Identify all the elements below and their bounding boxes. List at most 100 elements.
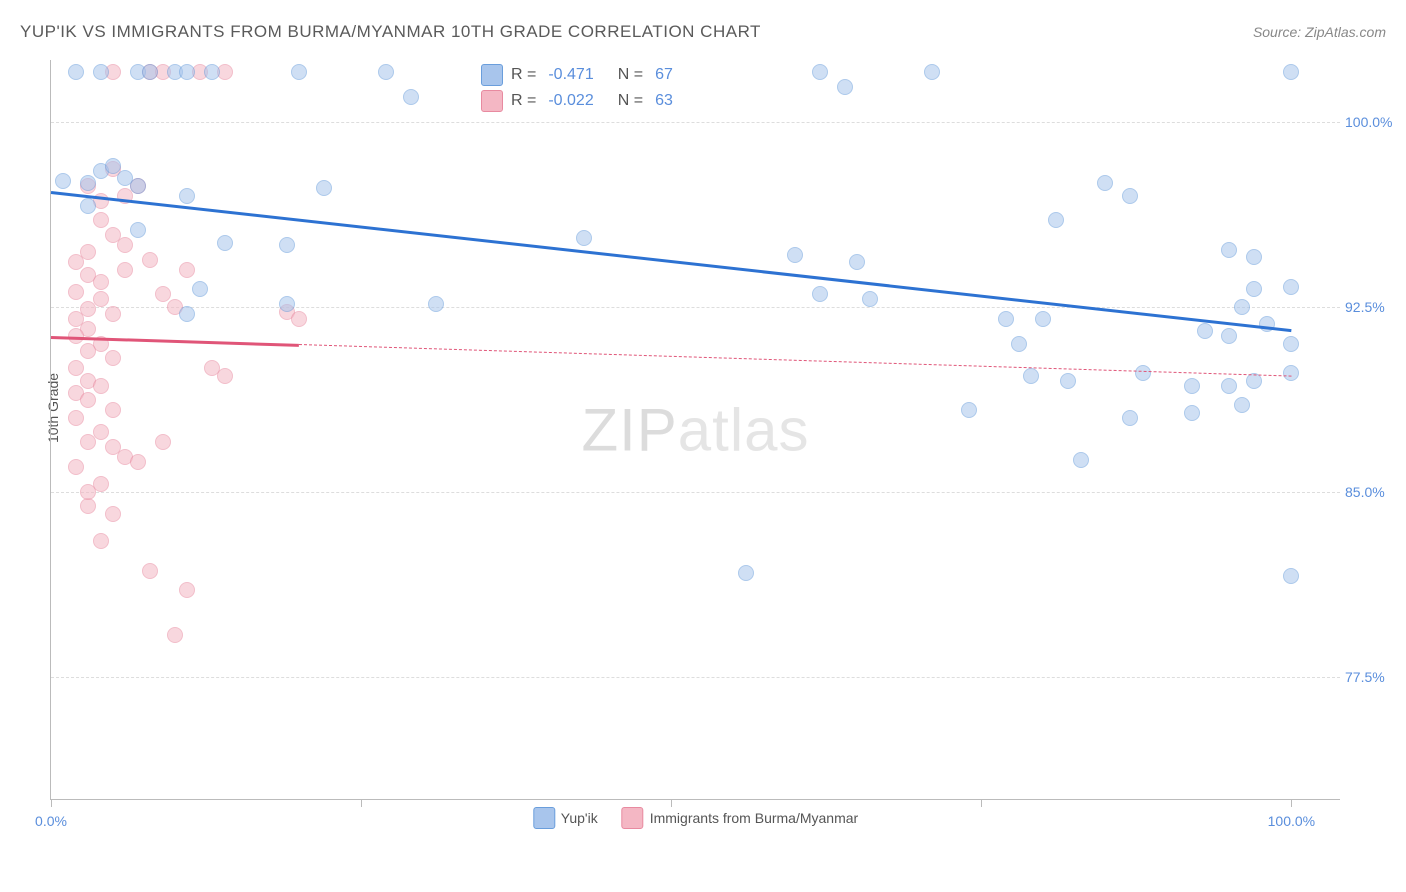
point-series-a — [403, 89, 419, 105]
point-series-a — [1234, 397, 1250, 413]
x-tick — [51, 799, 52, 807]
stats-row-series-b: R =-0.022 N =63 — [481, 90, 689, 112]
x-tick-label: 100.0% — [1268, 813, 1315, 829]
watermark: ZIPatlas — [581, 395, 809, 464]
point-series-a — [1234, 299, 1250, 315]
legend-item-series-a: Yup'ik — [533, 807, 598, 829]
point-series-a — [1283, 568, 1299, 584]
point-series-a — [1283, 365, 1299, 381]
legend-label-a: Yup'ik — [561, 810, 598, 826]
swatch-series-a — [533, 807, 555, 829]
point-series-b — [68, 360, 84, 376]
point-series-b — [93, 533, 109, 549]
point-series-b — [167, 627, 183, 643]
point-series-a — [217, 235, 233, 251]
point-series-a — [55, 173, 71, 189]
point-series-a — [787, 247, 803, 263]
point-series-b — [105, 306, 121, 322]
point-series-a — [1122, 188, 1138, 204]
point-series-a — [837, 79, 853, 95]
point-series-a — [130, 222, 146, 238]
chart-title: YUP'IK VS IMMIGRANTS FROM BURMA/MYANMAR … — [20, 22, 761, 42]
gridline — [51, 677, 1340, 678]
point-series-a — [105, 158, 121, 174]
point-series-a — [279, 296, 295, 312]
gridline — [51, 307, 1340, 308]
point-series-a — [279, 237, 295, 253]
point-series-b — [93, 378, 109, 394]
point-series-a — [738, 565, 754, 581]
y-tick-label: 92.5% — [1345, 299, 1400, 315]
x-tick — [981, 799, 982, 807]
point-series-b — [80, 498, 96, 514]
point-series-a — [179, 64, 195, 80]
point-series-a — [1283, 64, 1299, 80]
point-series-a — [179, 188, 195, 204]
legend-item-series-b: Immigrants from Burma/Myanmar — [622, 807, 858, 829]
point-series-a — [1221, 378, 1237, 394]
swatch-series-a — [481, 64, 503, 86]
point-series-a — [1011, 336, 1027, 352]
point-series-a — [428, 296, 444, 312]
point-series-b — [68, 459, 84, 475]
point-series-a — [1246, 281, 1262, 297]
point-series-a — [1283, 336, 1299, 352]
point-series-a — [1184, 378, 1200, 394]
swatch-series-b — [481, 90, 503, 112]
point-series-a — [576, 230, 592, 246]
x-tick — [361, 799, 362, 807]
point-series-a — [80, 175, 96, 191]
point-series-a — [998, 311, 1014, 327]
point-series-b — [93, 212, 109, 228]
point-series-a — [1221, 242, 1237, 258]
point-series-a — [378, 64, 394, 80]
point-series-a — [812, 64, 828, 80]
point-series-a — [1097, 175, 1113, 191]
point-series-a — [1122, 410, 1138, 426]
point-series-b — [179, 262, 195, 278]
point-series-a — [68, 64, 84, 80]
point-series-b — [130, 454, 146, 470]
gridline — [51, 492, 1340, 493]
point-series-b — [80, 343, 96, 359]
point-series-b — [117, 237, 133, 253]
point-series-a — [961, 402, 977, 418]
point-series-a — [1283, 279, 1299, 295]
point-series-b — [117, 262, 133, 278]
y-tick-label: 85.0% — [1345, 484, 1400, 500]
point-series-a — [1184, 405, 1200, 421]
point-series-a — [192, 281, 208, 297]
point-series-a — [1221, 328, 1237, 344]
x-tick — [671, 799, 672, 807]
point-series-b — [80, 484, 96, 500]
point-series-a — [1197, 323, 1213, 339]
point-series-a — [1035, 311, 1051, 327]
point-series-b — [105, 402, 121, 418]
point-series-a — [142, 64, 158, 80]
point-series-a — [849, 254, 865, 270]
point-series-b — [105, 506, 121, 522]
x-tick-label: 0.0% — [35, 813, 67, 829]
y-tick-label: 77.5% — [1345, 669, 1400, 685]
stats-panel: R =-0.471 N =67 R =-0.022 N =63 — [481, 64, 689, 116]
point-series-b — [217, 368, 233, 384]
point-series-a — [316, 180, 332, 196]
point-series-a — [1023, 368, 1039, 384]
point-series-b — [142, 563, 158, 579]
point-series-b — [80, 392, 96, 408]
point-series-a — [93, 64, 109, 80]
point-series-a — [1135, 365, 1151, 381]
point-series-a — [924, 64, 940, 80]
y-tick-label: 100.0% — [1345, 114, 1400, 130]
legend-label-b: Immigrants from Burma/Myanmar — [650, 810, 858, 826]
point-series-a — [80, 198, 96, 214]
point-series-b — [291, 311, 307, 327]
point-series-b — [105, 350, 121, 366]
point-series-b — [155, 286, 171, 302]
point-series-a — [291, 64, 307, 80]
point-series-a — [204, 64, 220, 80]
point-series-b — [142, 252, 158, 268]
point-series-b — [93, 274, 109, 290]
point-series-b — [179, 582, 195, 598]
stats-row-series-a: R =-0.471 N =67 — [481, 64, 689, 86]
